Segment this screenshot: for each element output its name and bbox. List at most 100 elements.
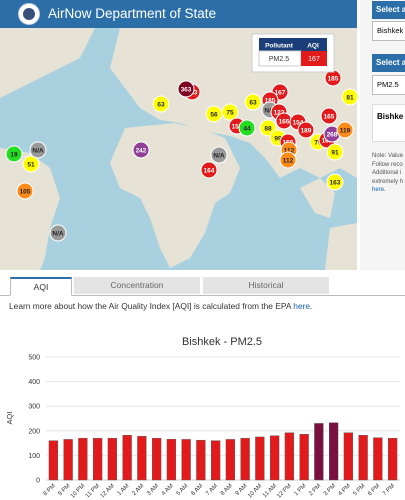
map-marker[interactable] [326,173,344,191]
bar [210,440,221,481]
header: AirNow Department of State [0,0,357,28]
y-tick-label: 0 [36,478,40,485]
tab-historical[interactable]: Historical [203,277,329,294]
chart-title: Bishkek - PM2.5 [182,336,262,348]
bar [299,434,309,481]
info-body: Learn more about how the Air Quality Ind… [9,301,294,311]
map-marker[interactable] [22,155,40,173]
info-link[interactable]: here [293,301,311,311]
note-link[interactable]: here. [372,187,386,193]
map-marker-label: N/A [213,153,225,160]
info-text: Learn more about how the Air Quality Ind… [9,301,312,311]
bar [373,437,383,481]
bar [63,439,73,481]
map-marker-label: 363 [181,87,192,94]
map-marker[interactable] [326,143,344,161]
map-marker-label: N/A [52,231,64,238]
x-tick-label: 11 AM [262,483,278,499]
map-marker-label: 122 [274,110,285,117]
x-tick-label: 3 AM [146,483,160,497]
city-select[interactable]: Bishkek [372,21,405,41]
map-marker[interactable] [341,88,357,106]
map-marker[interactable] [279,151,297,169]
map-marker[interactable] [49,224,67,242]
bar [196,439,206,481]
map-marker[interactable] [221,103,239,121]
seal-logo[interactable] [18,3,40,25]
map-marker[interactable] [29,141,47,159]
bar [255,436,265,481]
map-marker-label: 63 [249,100,257,107]
bar [107,437,117,481]
map-marker-label: 164 [204,168,215,175]
map-marker-label: N/A [32,148,44,155]
map-marker[interactable] [152,95,170,113]
info-end: . [310,301,313,311]
y-tick-label: 500 [28,355,40,362]
map-marker-label: 105 [20,189,31,196]
bar [270,435,280,481]
popup-aqi-cell [301,51,327,66]
x-tick-label: 11 PM [85,483,101,499]
map-marker-label: 154 [293,120,304,127]
map-marker[interactable] [238,119,256,137]
popup: Pollutant AQI PM2.5 167 [251,33,335,73]
land-greenland [0,28,95,98]
map-marker[interactable] [297,121,315,139]
map-marker-label: 88 [264,126,272,133]
map-marker-label: 19 [10,152,18,159]
bar [122,435,132,481]
popup-pollutant: PM2.5 [269,56,289,63]
map-marker-label: 165 [324,114,335,121]
bar [48,440,59,481]
bar [181,439,191,481]
land-sea-asia [300,178,335,218]
tab-concentration[interactable]: Concentration [74,277,200,294]
map-marker[interactable] [336,121,354,139]
x-tick-label: 10 AM [247,483,263,499]
x-tick-label: 4 PM [338,483,352,497]
land-australia [325,223,357,270]
x-tick-label: 2 AM [131,483,145,497]
x-tick-label: 8 AM [220,483,234,497]
tab-aqi[interactable]: AQI [10,277,72,296]
map-marker[interactable] [132,141,150,159]
map-marker[interactable] [5,145,23,163]
chart: Bishkek - PM2.5 AQI 0 100 200 300 400 500 8 PM… [5,336,400,500]
popup-header-aqi: AQI [307,43,319,50]
bar [329,422,339,481]
bar [166,438,176,481]
x-tick-label: 1 AM [117,483,131,497]
bar [388,437,398,481]
map-marker[interactable] [177,80,195,98]
x-tick-label: 5 AM [176,483,190,497]
map-marker-label: 268 [327,132,338,139]
map-marker[interactable] [244,93,262,111]
y-tick-label: 200 [28,428,40,435]
map-marker[interactable] [320,107,338,125]
map-marker-label: 99 [274,136,282,143]
y-tick-label: 300 [28,404,40,411]
y-axis-label: AQI [5,412,14,425]
map-marker-label: 79 [314,140,322,147]
map-marker[interactable] [200,161,218,179]
map-marker-label: 63 [157,102,165,109]
city-panel: Bishke [372,104,405,142]
map-marker-label: 91 [331,150,339,157]
x-tick-label: 6 AM [190,483,204,497]
map-marker[interactable] [16,182,34,200]
map[interactable]: 631833635675152446388167185N/A1221661541… [0,28,357,270]
markers: 631833635675152446388167185N/A1221661541… [5,69,357,242]
x-tick-label: 1 PM [293,483,307,497]
x-tick-label: 10 PM [70,483,87,500]
note-line: Additional i [372,170,402,176]
bar [78,437,88,481]
x-tick-label: 2 PM [308,483,322,497]
x-tick-label: 7 PM [382,483,396,497]
note-line: Follow reco [372,161,403,168]
pollutant-select[interactable]: PM2.5 [372,75,405,95]
site-title[interactable]: AirNow Department of State [48,6,217,21]
select-city-label: Select a [372,1,405,19]
x-tick-label: 5 PM [352,483,366,497]
map-marker[interactable] [210,146,228,164]
